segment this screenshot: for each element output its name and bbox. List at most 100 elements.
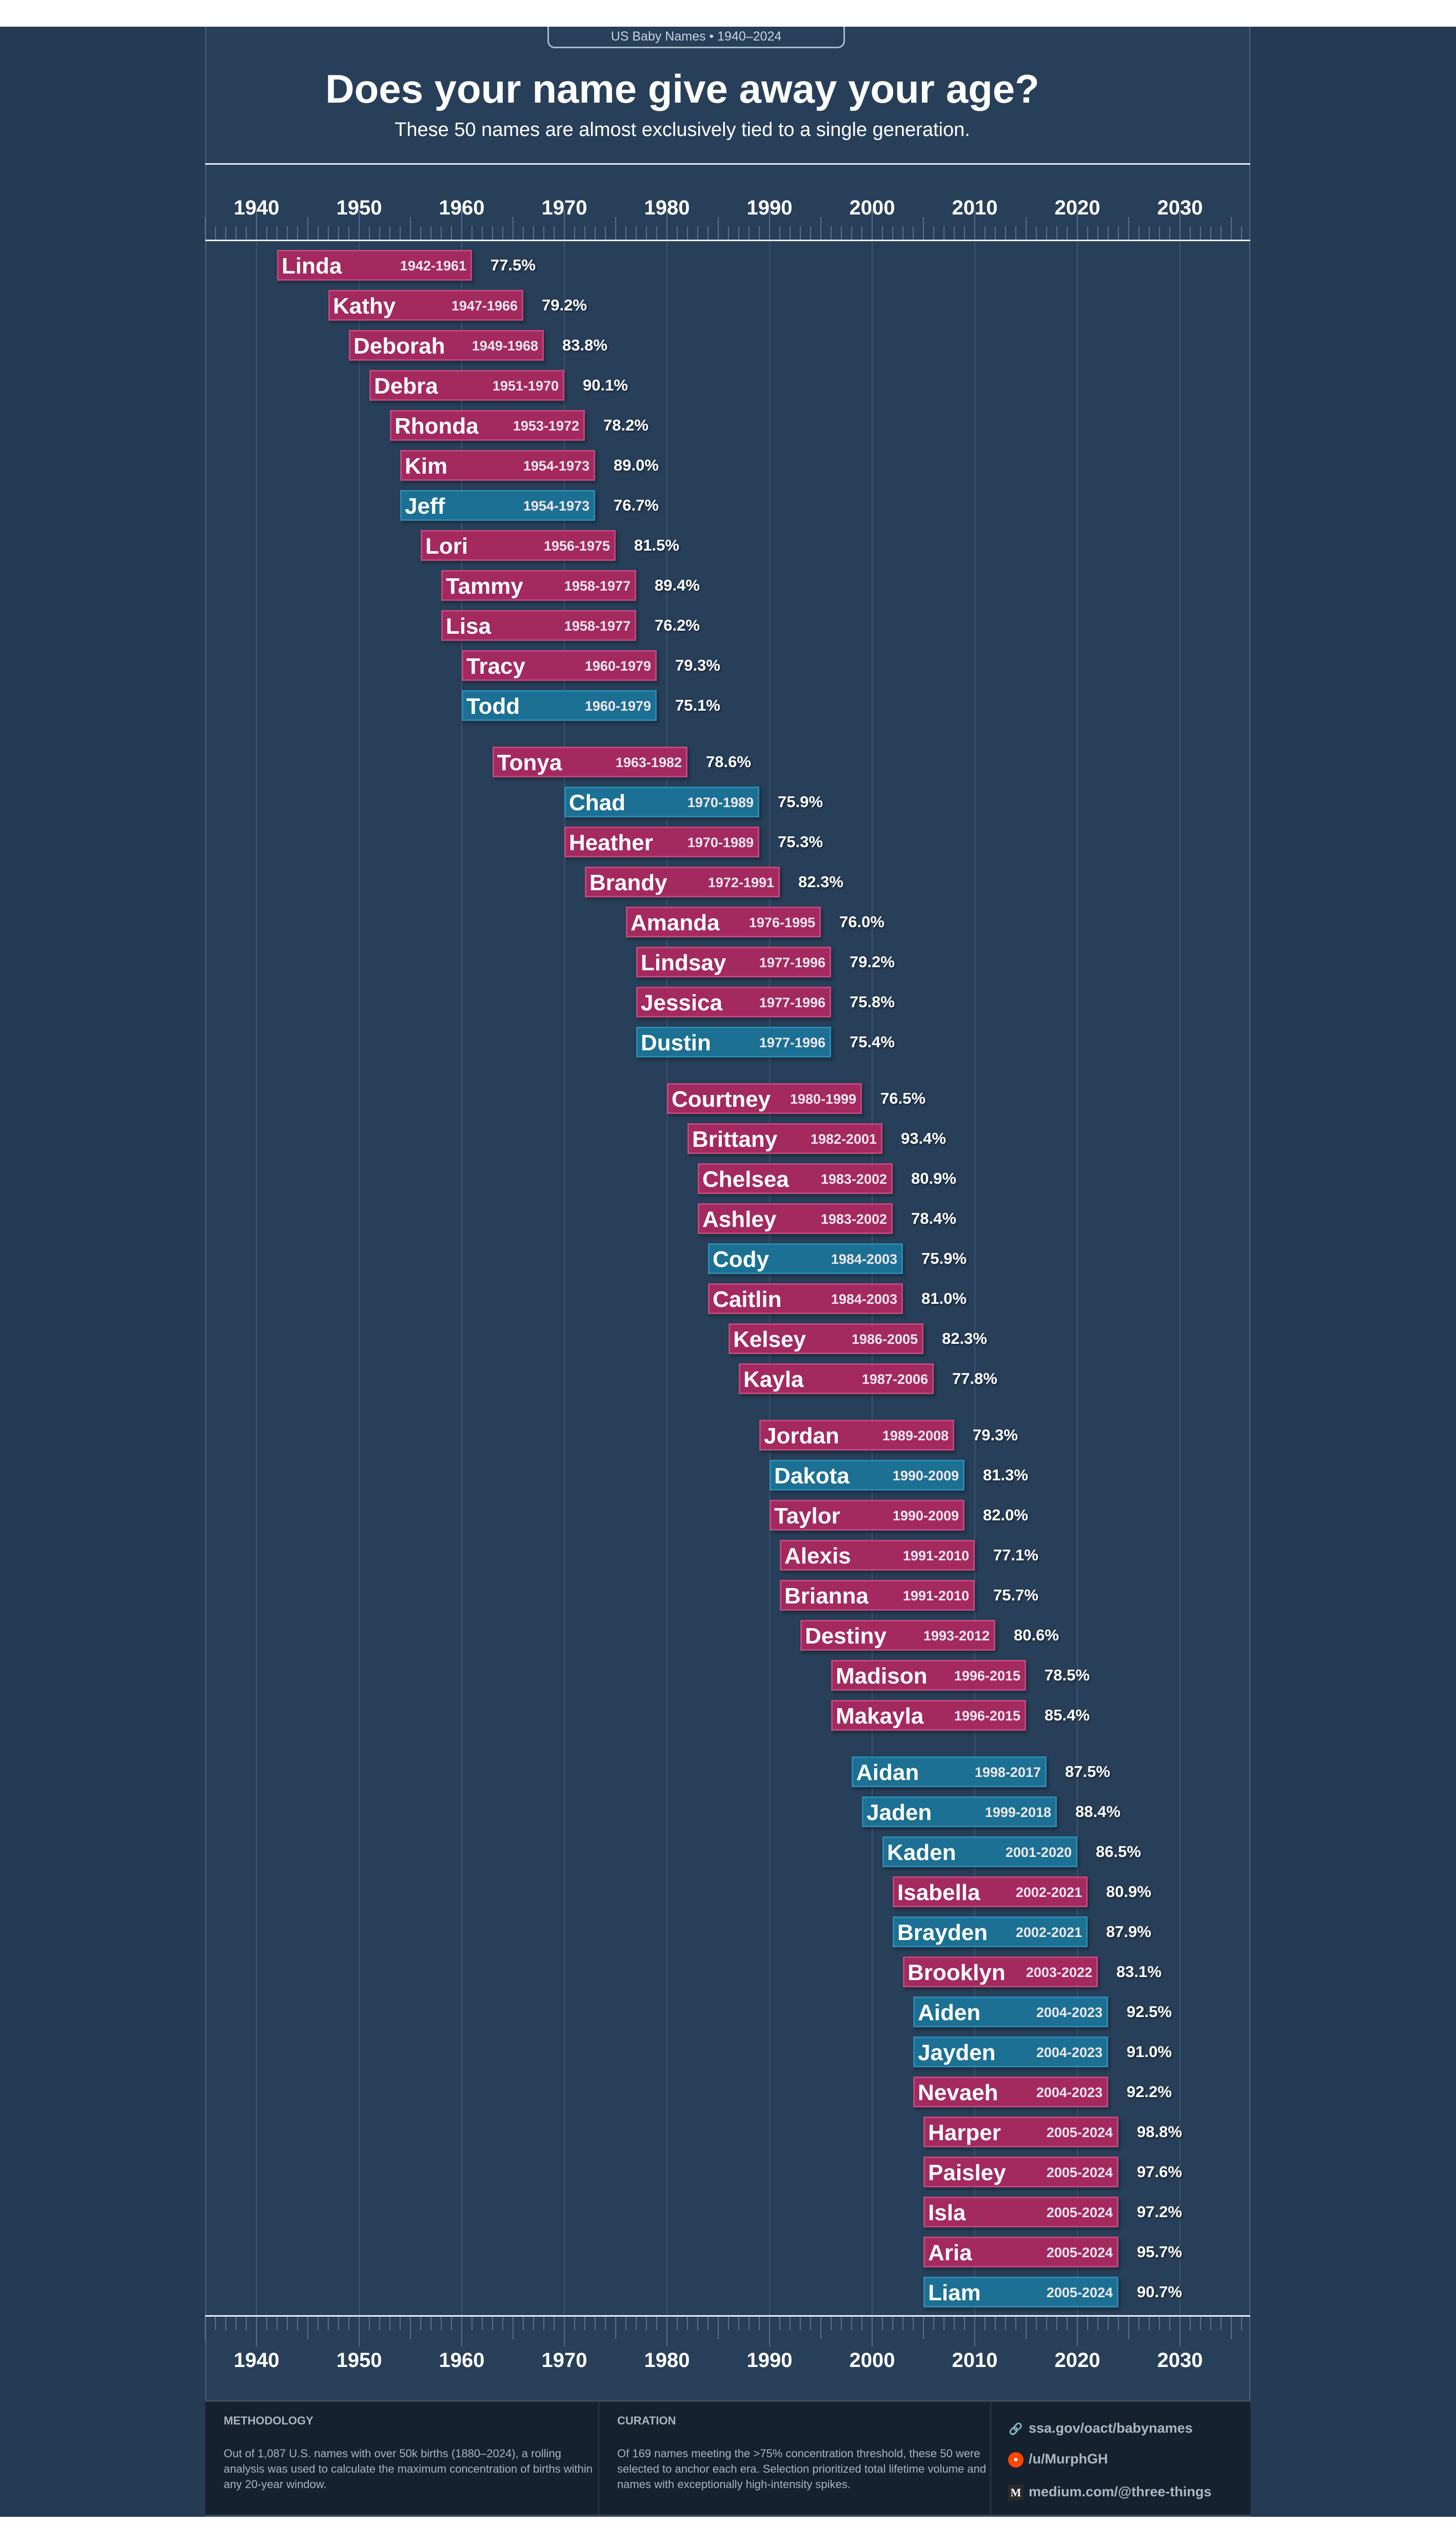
bar-year-range: 1963-1982	[615, 755, 682, 770]
reddit-icon: ●	[1008, 2452, 1024, 2468]
axis-tick	[820, 217, 821, 240]
axis-tick	[482, 226, 483, 240]
name-bar: Lindsay 1977-1996	[636, 947, 831, 977]
axis-tick	[297, 2317, 298, 2330]
axis-tick	[451, 226, 452, 240]
bar-year-range: 2005-2024	[1046, 2245, 1113, 2260]
axis-tick	[1128, 217, 1129, 240]
bar-year-range: 1977-1996	[759, 995, 825, 1010]
axis-tick	[666, 210, 667, 240]
bar-year-range: 2004-2023	[1036, 2045, 1103, 2060]
name-bar: Liam 2005-2024	[923, 2277, 1118, 2307]
top-axis-label: 1940	[233, 197, 280, 219]
bottom-axis-label: 1970	[541, 2349, 587, 2372]
axis-tick	[287, 2317, 288, 2330]
name-bar: Brooklyn 2003-2022	[903, 1956, 1098, 1987]
axis-tick	[328, 2317, 329, 2330]
axis-tick	[974, 210, 975, 240]
axis-tick	[420, 2317, 421, 2330]
bottom-axis-line	[205, 2315, 1250, 2317]
bar-percent-label: 83.8%	[562, 336, 607, 354]
axis-tick	[697, 226, 698, 240]
axis-tick	[379, 226, 380, 240]
axis-tick	[964, 2317, 965, 2330]
bar-percent-label: 78.4%	[911, 1209, 956, 1227]
bar-year-range: 2005-2024	[1046, 2125, 1113, 2140]
axis-tick	[625, 226, 626, 240]
axis-tick	[831, 2317, 832, 2330]
axis-tick	[882, 2317, 883, 2330]
gridline	[666, 241, 667, 2316]
axis-tick	[471, 226, 473, 240]
bar-year-range: 1983-2002	[820, 1171, 887, 1187]
top-axis-label: 1970	[541, 197, 587, 219]
name-bar: Linda 1942-1961	[277, 250, 472, 281]
axis-tick	[369, 226, 370, 240]
axis-tick	[790, 2317, 791, 2330]
bar-year-range: 1990-2009	[892, 1508, 959, 1523]
bar-year-range: 1998-2017	[974, 1765, 1041, 1780]
name-bar: Kelsey 1986-2005	[729, 1323, 923, 1354]
bar-name-label: Brooklyn	[908, 1960, 1006, 1985]
bottom-axis-label: 2010	[952, 2349, 998, 2372]
axis-tick	[277, 2317, 278, 2330]
axis-tick	[400, 2317, 401, 2330]
axis-tick	[256, 210, 257, 240]
bar-year-range: 1977-1996	[759, 955, 825, 970]
bar-year-range: 1958-1977	[564, 578, 631, 594]
axis-tick	[1190, 226, 1191, 240]
name-bar: Jordan 1989-2008	[759, 1420, 954, 1451]
axis-tick	[533, 2317, 534, 2330]
axis-tick	[287, 226, 288, 240]
name-bar: Kaden 2001-2020	[882, 1836, 1077, 1867]
bar-percent-label: 80.6%	[1014, 1626, 1059, 1644]
axis-tick	[400, 226, 401, 240]
axis-tick	[656, 226, 657, 240]
bar-percent-label: 90.1%	[583, 376, 628, 394]
name-bar: Tracy 1960-1979	[462, 650, 657, 681]
bar-year-range: 1999-2018	[985, 1805, 1051, 1820]
name-bar: Kim 1954-1973	[400, 450, 595, 481]
axis-tick	[738, 226, 739, 240]
axis-tick	[790, 226, 791, 240]
bar-percent-label: 76.5%	[880, 1089, 926, 1107]
bar-name-label: Debra	[374, 374, 438, 399]
bar-percent-label: 87.5%	[1065, 1763, 1110, 1780]
axis-tick	[1149, 226, 1150, 240]
axis-tick	[985, 226, 986, 240]
axis-tick	[759, 226, 760, 240]
bar-name-label: Amanda	[631, 910, 720, 935]
bar-percent-label: 85.4%	[1045, 1706, 1090, 1724]
gridline	[461, 241, 462, 2316]
bar-name-label: Kathy	[333, 293, 396, 319]
axis-tick	[861, 2317, 862, 2330]
bar-year-range: 1987-2006	[861, 1372, 928, 1387]
name-bar: Brittany 1982-2001	[687, 1123, 882, 1154]
axis-tick	[902, 2317, 903, 2330]
ssa-link[interactable]: 🔗 ssa.gov/oact/babynames	[1009, 2420, 1193, 2436]
axis-tick	[1200, 2317, 1201, 2330]
bar-name-label: Heather	[569, 830, 653, 855]
axis-tick	[810, 226, 811, 240]
bar-name-label: Kaden	[887, 1840, 956, 1865]
axis-tick	[902, 226, 903, 240]
axis-tick	[1036, 2317, 1037, 2330]
bar-year-range: 1996-2015	[954, 1708, 1020, 1724]
axis-tick	[410, 217, 411, 240]
axis-tick	[728, 226, 729, 240]
reddit-link[interactable]: ●/u/MurphGH	[1008, 2451, 1108, 2468]
bar-name-label: Kelsey	[733, 1327, 806, 1352]
axis-tick	[718, 217, 719, 240]
footer: METHODOLOGY Out of 1,087 U.S. names with…	[205, 2400, 1250, 2517]
gridline	[359, 241, 360, 2316]
axis-tick	[441, 226, 442, 240]
axis-tick	[892, 2317, 893, 2330]
bar-percent-label: 76.0%	[839, 913, 884, 931]
bar-percent-label: 81.0%	[921, 1289, 967, 1307]
axis-tick	[1097, 2317, 1098, 2330]
bar-percent-label: 92.2%	[1127, 2083, 1172, 2101]
axis-tick	[677, 226, 678, 240]
methodology-heading: METHODOLOGY	[224, 2414, 313, 2427]
bar-year-range: 2003-2022	[1026, 1965, 1092, 1980]
